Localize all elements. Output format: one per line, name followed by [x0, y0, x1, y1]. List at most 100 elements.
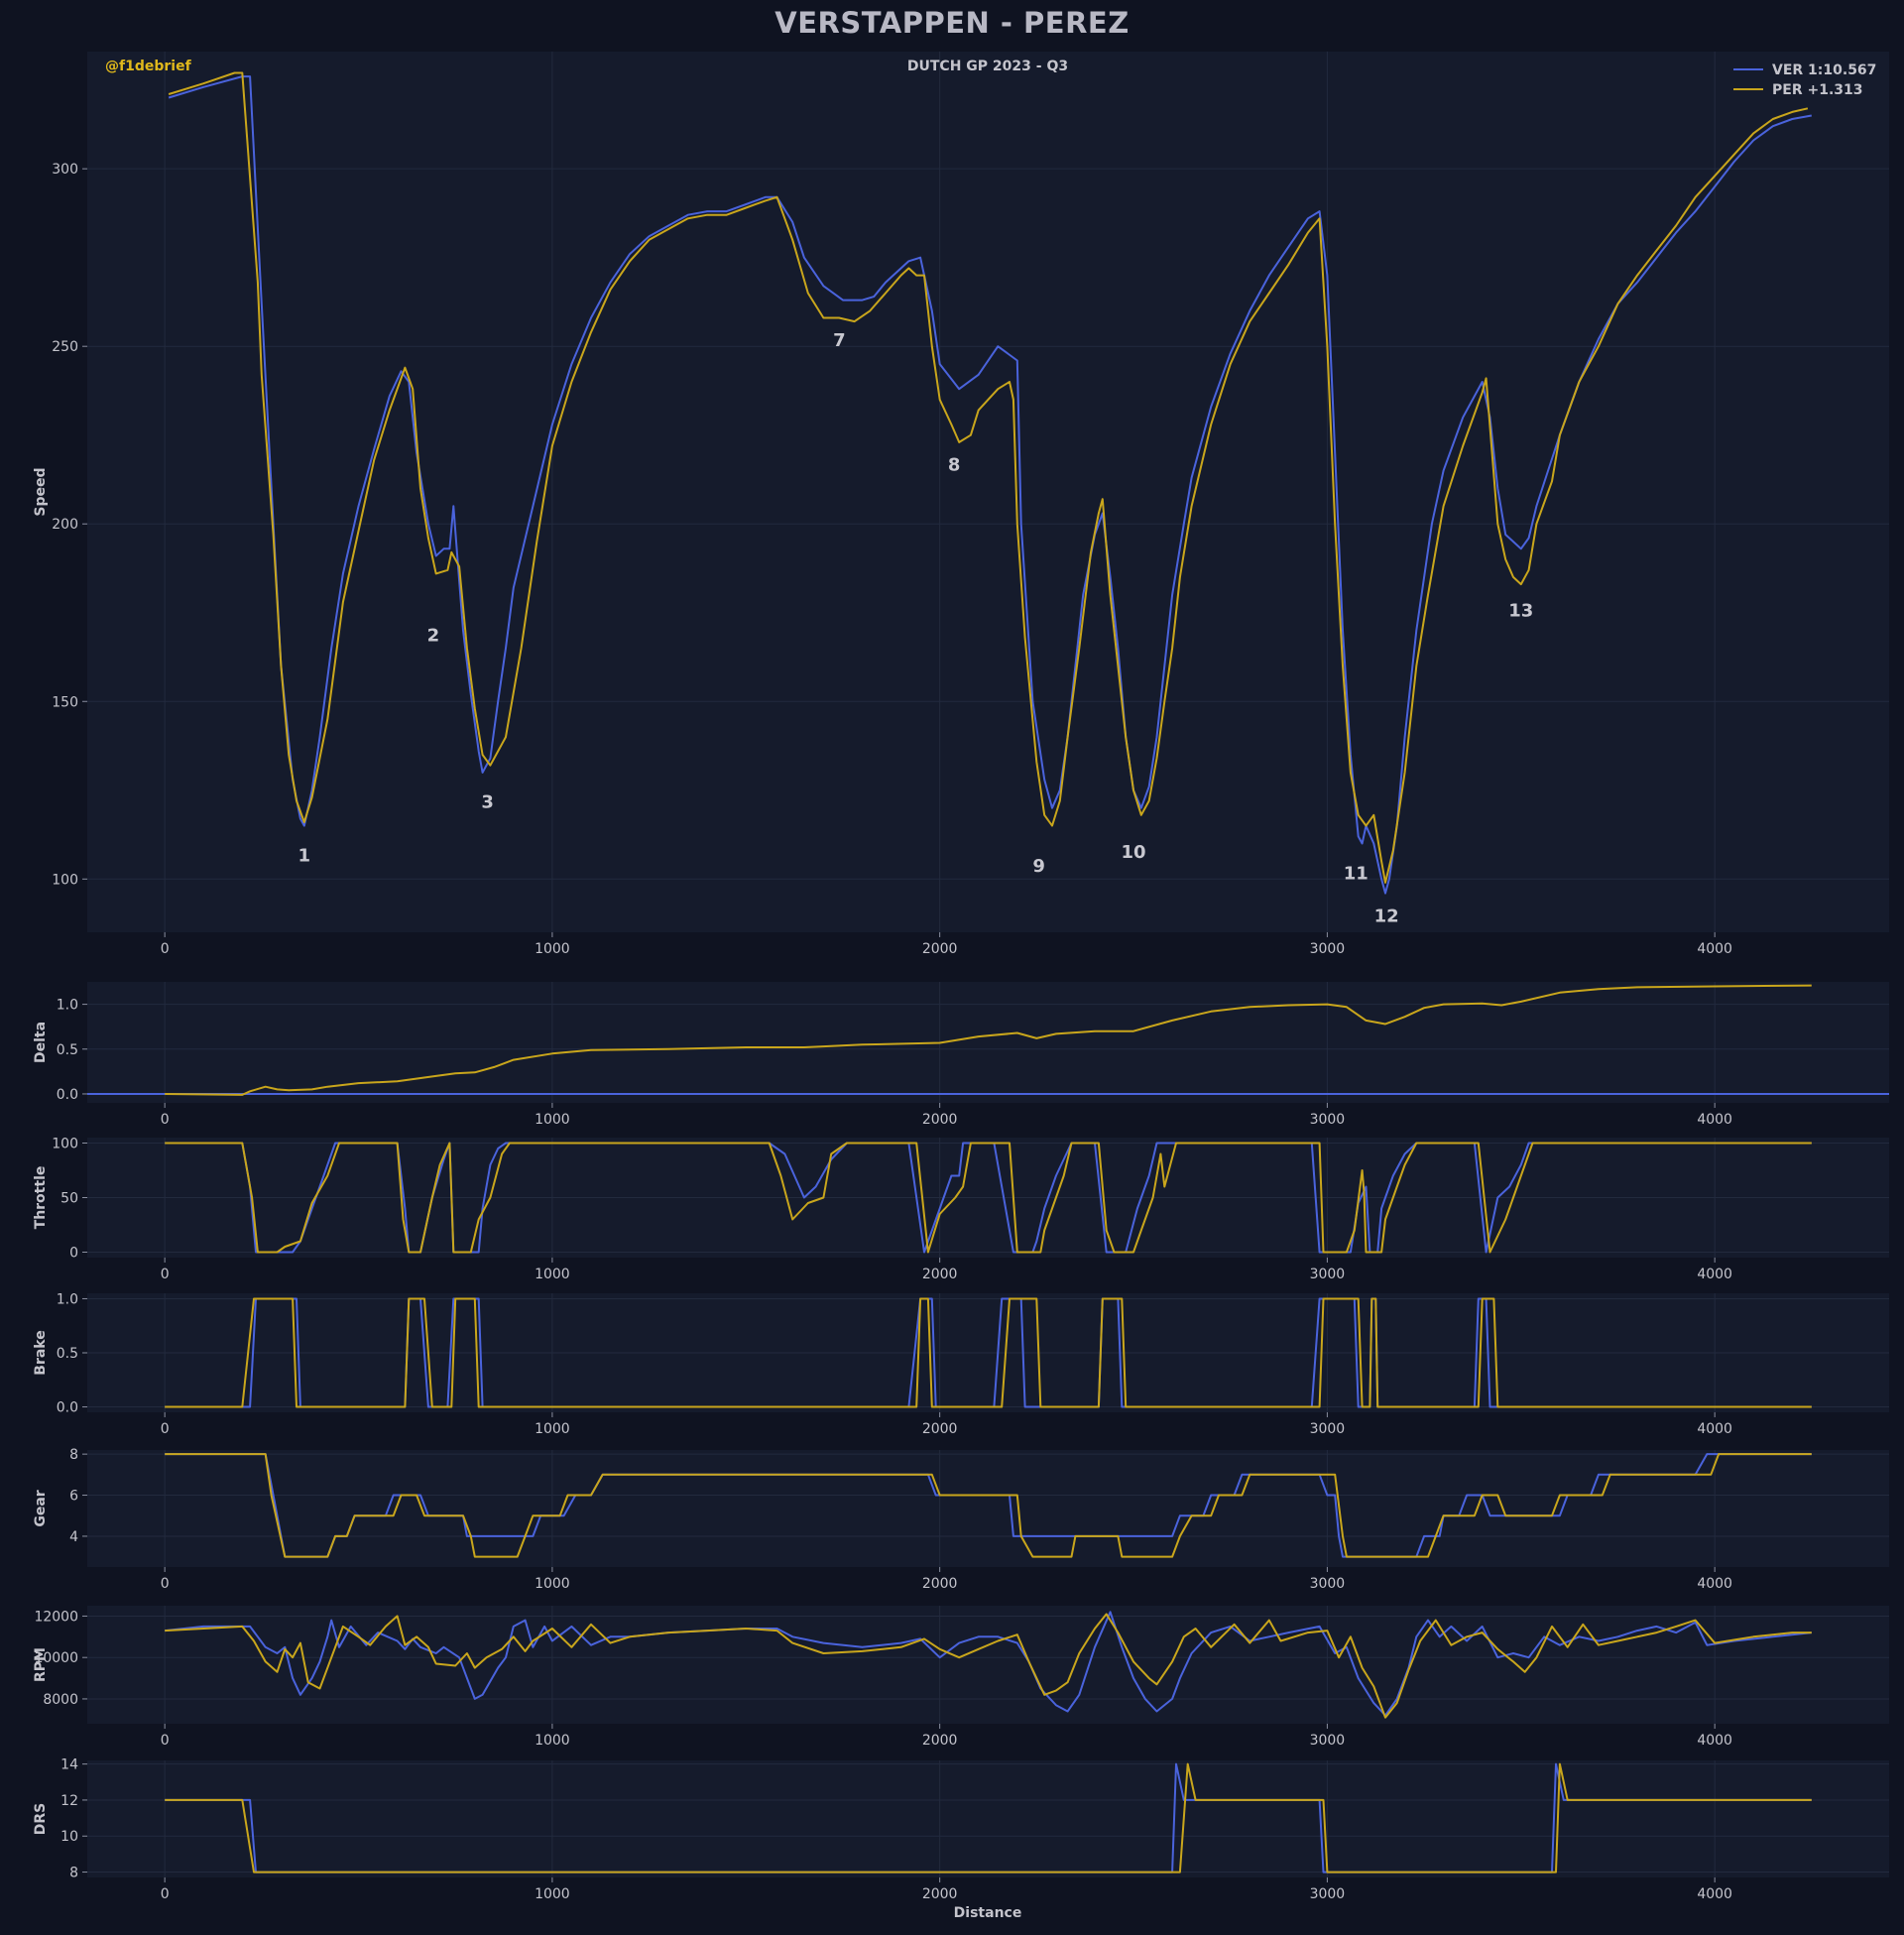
drs-axis-label: DRS	[33, 1803, 49, 1835]
y-tick-label: 8	[69, 1866, 78, 1881]
gear-ver-line	[165, 1453, 1812, 1558]
y-tick-label: 100	[52, 1137, 78, 1152]
y-tick-label: 1.0	[57, 1291, 78, 1307]
corner-label: 2	[427, 625, 440, 646]
chart-subtitle: DUTCH GP 2023 - Q3	[907, 59, 1068, 74]
delta-per-line	[165, 984, 1812, 1096]
gear-panel-background	[87, 1450, 1889, 1567]
y-tick-label: 0	[69, 1246, 78, 1262]
y-tick-label: 50	[60, 1191, 78, 1207]
x-tick-label: 1000	[535, 1421, 570, 1437]
y-tick-label: 14	[60, 1757, 78, 1773]
rpm-panel: 0 1000 2000 3000 4000 8000 10000 12000 RPM	[33, 1606, 1889, 1749]
speed-per-line	[168, 71, 1809, 884]
y-tick-label: 12000	[34, 1609, 78, 1625]
y-tick-label: 8000	[43, 1692, 78, 1708]
x-tick-label: 0	[161, 941, 170, 957]
speed-panel-background	[87, 52, 1889, 932]
x-tick-label: 4000	[1697, 1112, 1732, 1128]
x-tick-label: 3000	[1310, 1267, 1346, 1282]
x-tick-label: 3000	[1310, 1576, 1346, 1592]
y-tick-label: 4	[69, 1529, 78, 1545]
x-tick-label: 3000	[1310, 1112, 1346, 1128]
x-tick-label: 0	[161, 1886, 170, 1902]
y-tick-label: 0.0	[57, 1400, 78, 1416]
speed-ver-line	[168, 75, 1812, 895]
gear-per-line	[165, 1453, 1812, 1558]
y-tick-label: 100	[52, 872, 78, 888]
drs-panel: 0 1000 2000 3000 4000 8 10 12 14 DRS	[33, 1757, 1889, 1902]
corner-label: 3	[481, 792, 494, 813]
x-tick-label: 0	[161, 1112, 170, 1128]
drs-panel-background	[87, 1760, 1889, 1877]
corner-label: 12	[1374, 906, 1399, 926]
x-axis-label: Distance	[954, 1905, 1022, 1921]
x-tick-label: 0	[161, 1576, 170, 1592]
x-tick-label: 3000	[1310, 1421, 1346, 1437]
corner-label: 13	[1508, 600, 1533, 621]
drs-per-line	[165, 1762, 1812, 1874]
x-tick-label: 1000	[535, 941, 570, 957]
gear-panel: 0 1000 2000 3000 4000 4 6 8 Gear	[33, 1447, 1889, 1592]
brake-per-line	[165, 1297, 1812, 1408]
x-tick-label: 4000	[1697, 1576, 1732, 1592]
x-tick-label: 1000	[535, 1112, 570, 1128]
corner-label: 7	[833, 330, 846, 351]
x-tick-label: 3000	[1310, 1733, 1346, 1749]
y-tick-label: 6	[69, 1489, 78, 1505]
x-tick-label: 1000	[535, 1733, 570, 1749]
x-tick-label: 4000	[1697, 1886, 1732, 1902]
watermark: @f1debrief	[105, 59, 192, 74]
corner-label: 11	[1344, 863, 1368, 884]
x-tick-label: 4000	[1697, 1267, 1732, 1282]
delta-panel-background	[87, 982, 1889, 1103]
throttle-per-line	[165, 1142, 1812, 1254]
delta-panel: 0 1000 2000 3000 4000 0.0 0.5 1.0 Delta	[33, 982, 1889, 1128]
legend-label: VER 1:10.567	[1772, 62, 1876, 78]
brake-panel: 0 1000 2000 3000 4000 0.0 0.5 1.0 Brake	[33, 1291, 1889, 1437]
corner-label: 8	[948, 455, 961, 476]
x-tick-label: 3000	[1310, 941, 1346, 957]
x-tick-label: 4000	[1697, 941, 1732, 957]
corner-label: 9	[1032, 856, 1045, 877]
x-tick-label: 2000	[922, 941, 958, 957]
y-tick-label: 300	[52, 162, 78, 178]
rpm-panel-background	[87, 1606, 1889, 1724]
x-tick-label: 4000	[1697, 1733, 1732, 1749]
corner-label: 1	[298, 845, 311, 866]
brake-axis-label: Brake	[33, 1330, 49, 1375]
x-tick-label: 0	[161, 1267, 170, 1282]
y-tick-label: 8	[69, 1447, 78, 1463]
y-tick-label: 200	[52, 517, 78, 533]
y-tick-label: 150	[52, 694, 78, 710]
throttle-axis-label: Throttle	[33, 1166, 49, 1230]
legend-label: PER +1.313	[1772, 82, 1863, 98]
speed-axis-label: Speed	[33, 467, 49, 516]
x-tick-label: 2000	[922, 1112, 958, 1128]
x-tick-label: 3000	[1310, 1886, 1346, 1902]
x-tick-label: 0	[161, 1421, 170, 1437]
x-tick-label: 2000	[922, 1886, 958, 1902]
x-tick-label: 1000	[535, 1886, 570, 1902]
x-tick-label: 2000	[922, 1733, 958, 1749]
x-tick-label: 0	[161, 1733, 170, 1749]
x-tick-label: 2000	[922, 1267, 958, 1282]
y-tick-label: 0.5	[57, 1346, 78, 1362]
x-tick-label: 1000	[535, 1576, 570, 1592]
chart-title: VERSTAPPEN - PEREZ	[774, 6, 1130, 40]
y-tick-label: 250	[52, 339, 78, 355]
corner-label: 10	[1122, 842, 1146, 863]
y-tick-label: 10	[60, 1829, 78, 1845]
y-tick-label: 12	[60, 1793, 78, 1809]
x-tick-label: 2000	[922, 1421, 958, 1437]
x-tick-label: 4000	[1697, 1421, 1732, 1437]
x-tick-label: 1000	[535, 1267, 570, 1282]
y-tick-label: 0.0	[57, 1087, 78, 1103]
y-tick-label: 1.0	[57, 998, 78, 1014]
x-tick-label: 2000	[922, 1576, 958, 1592]
speed-panel: 0 1000 2000 3000 4000100150200250300Speed123…	[33, 52, 1889, 957]
rpm-per-line	[165, 1613, 1812, 1719]
gear-axis-label: Gear	[33, 1490, 49, 1526]
